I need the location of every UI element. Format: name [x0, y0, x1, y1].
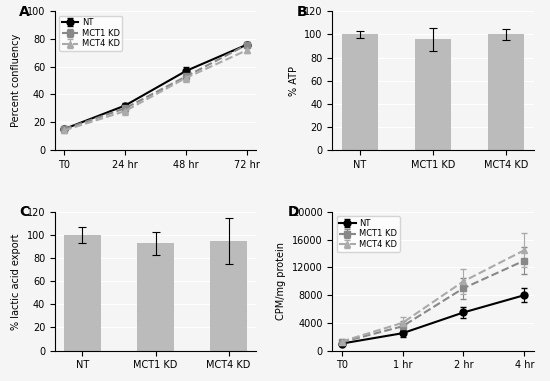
Text: D: D: [288, 205, 300, 219]
Y-axis label: % ATP: % ATP: [289, 66, 299, 96]
Legend: NT, MCT1 KD, MCT4 KD: NT, MCT1 KD, MCT4 KD: [337, 216, 400, 251]
Y-axis label: Percent confluency: Percent confluency: [12, 34, 21, 127]
Y-axis label: % lactic acid export: % lactic acid export: [11, 233, 21, 330]
Bar: [64, 235, 101, 351]
Bar: [138, 243, 174, 351]
Bar: [488, 35, 524, 150]
Bar: [415, 39, 451, 150]
Text: C: C: [19, 205, 29, 219]
Text: A: A: [19, 5, 30, 19]
Y-axis label: CPM/mg protein: CPM/mg protein: [277, 242, 287, 320]
Text: B: B: [296, 5, 307, 19]
Bar: [342, 35, 378, 150]
Bar: [210, 241, 247, 351]
Legend: NT, MCT1 KD, MCT4 KD: NT, MCT1 KD, MCT4 KD: [59, 16, 122, 51]
